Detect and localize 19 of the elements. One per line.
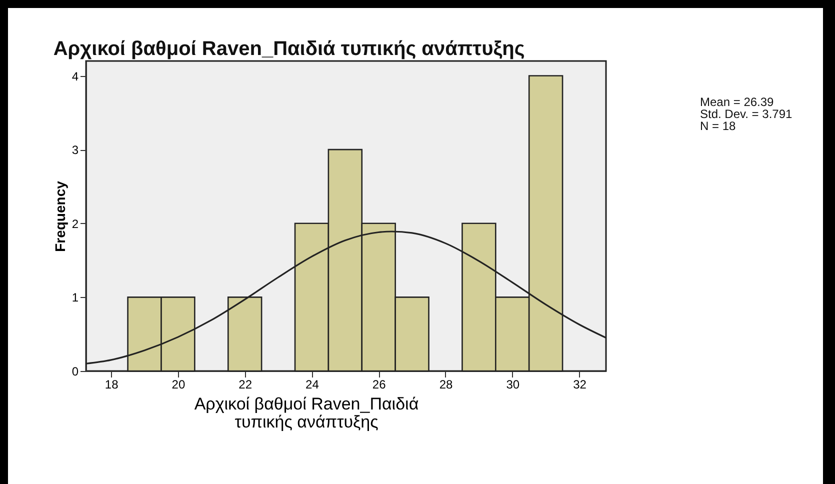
text: N = 18 [700, 119, 737, 133]
x-tick-label: 22 [238, 378, 252, 392]
y-tick-label: 3 [72, 143, 79, 158]
text: Std. Dev. = 3.791 [700, 107, 792, 121]
x-tick-label: 30 [506, 378, 520, 392]
x-tick-label: 20 [172, 378, 186, 392]
x-tick-label: 24 [306, 378, 320, 392]
x-axis-title: Αρχικοί βαθμοί Raven_Παιδιά τυπικής ανάπτυξης [194, 394, 419, 432]
y-tick-label: 0 [72, 364, 79, 378]
y-tick-label: 4 [72, 69, 79, 84]
x-tick-label: 26 [372, 378, 386, 392]
y-axis-title: Frequency [52, 180, 68, 252]
y-tick-label: 2 [72, 216, 79, 231]
x-tick-label: 28 [439, 378, 453, 392]
y-tick-label: 1 [72, 290, 79, 305]
x-tick-label: 32 [573, 378, 587, 392]
text: Mean = 26.39 [700, 95, 775, 109]
chart-title: Αρχικοί βαθμοί Raven_Παιδιά τυπικής ανάπτυξης [53, 38, 525, 60]
x-tick-label: 18 [104, 378, 119, 392]
